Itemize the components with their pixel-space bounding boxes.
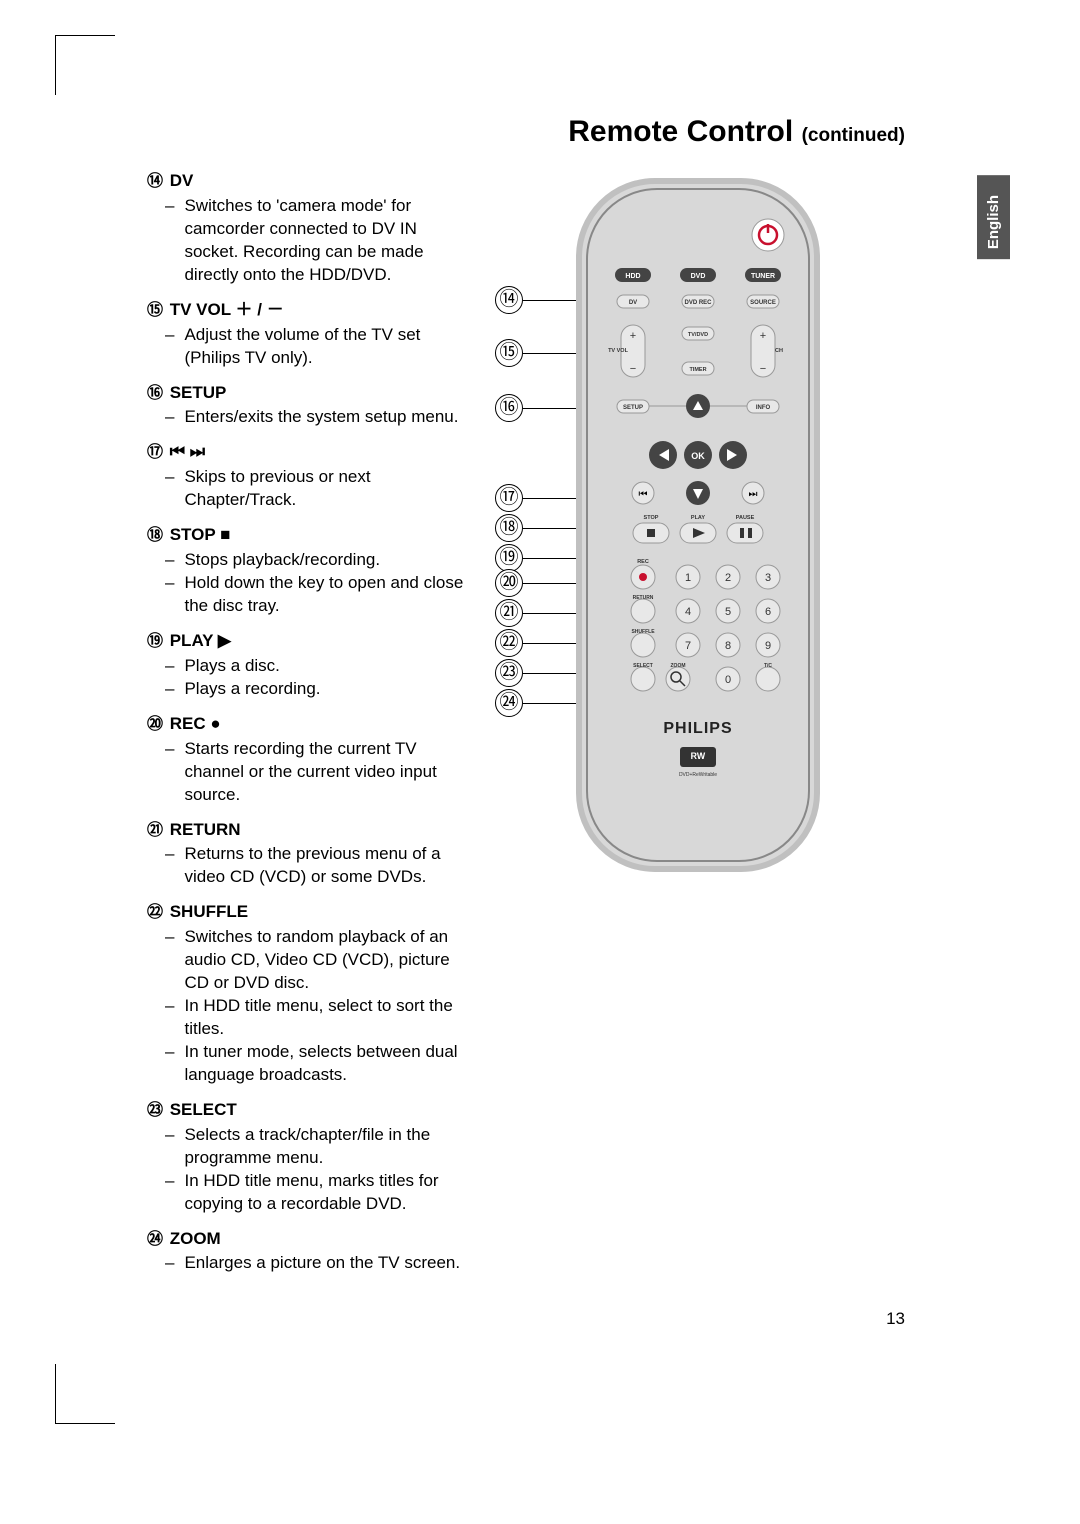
page-title: Remote Control (continued) (568, 115, 905, 149)
svg-text:TV/DVD: TV/DVD (688, 332, 708, 338)
svg-text:REC: REC (637, 559, 649, 565)
svg-text:OK: OK (691, 451, 705, 461)
svg-text:4: 4 (685, 606, 691, 618)
svg-text:INFO: INFO (756, 405, 771, 411)
item-line: Plays a disc. (165, 655, 465, 678)
svg-text:2: 2 (725, 572, 731, 584)
svg-text:PHILIPS: PHILIPS (663, 720, 732, 737)
item-line: Switches to random playback of an audio … (165, 926, 465, 995)
item-line: Adjust the volume of the TV set (Philips… (165, 324, 465, 370)
item-line: Switches to 'camera mode' for camcorder … (165, 195, 465, 287)
language-tab: English (977, 175, 1010, 259)
svg-text:TV VOL: TV VOL (608, 348, 629, 354)
svg-text:⏮: ⏮ (639, 489, 648, 500)
item: ㉑ RETURNReturns to the previous menu of … (145, 819, 465, 890)
svg-text:CH: CH (775, 348, 783, 354)
item: ⑳ REC ●Starts recording the current TV c… (145, 713, 465, 807)
item: ⑰ ⏮ ⏭Skips to previous or next Chapter/T… (145, 441, 465, 512)
svg-text:6: 6 (765, 606, 771, 618)
svg-text:9: 9 (765, 640, 771, 652)
svg-text:TIMER: TIMER (689, 367, 706, 373)
item-line: In tuner mode, selects between dual lang… (165, 1041, 465, 1087)
svg-text:STOP: STOP (644, 515, 659, 521)
svg-text:DVD+ReWritable: DVD+ReWritable (679, 772, 717, 778)
callout-number: ⑰ (495, 484, 523, 512)
callout-number: ⑲ (495, 544, 523, 572)
item-line: Plays a recording. (165, 678, 465, 701)
svg-text:SHUFFLE: SHUFFLE (631, 629, 655, 635)
callout-number: ⑭ (495, 286, 523, 314)
svg-text:+: + (630, 330, 636, 342)
item-line: Starts recording the current TV channel … (165, 738, 465, 807)
item: ㉔ ZOOMEnlarges a picture on the TV scree… (145, 1228, 465, 1276)
callout-number: ⑳ (495, 569, 523, 597)
svg-text:DV: DV (629, 300, 637, 306)
svg-text:−: − (630, 363, 636, 375)
item: ㉓ SELECTSelects a track/chapter/file in … (145, 1099, 465, 1216)
remote-diagram: ⑭ ⑮ ⑯ ⑰⑱⑲⑳㉑㉒㉓㉔ HDD DVD TUNER DV DVD REC SOU… (495, 175, 825, 875)
item-line: Enlarges a picture on the TV screen. (165, 1252, 465, 1275)
svg-text:T/C: T/C (764, 663, 772, 669)
svg-text:SETUP: SETUP (623, 405, 643, 411)
svg-text:SELECT: SELECT (633, 663, 653, 669)
item: ㉒ SHUFFLESwitches to random playback of … (145, 901, 465, 1087)
item: ⑮ TV VOL ＋ / －Adjust the volume of the T… (145, 299, 465, 370)
svg-text:+: + (760, 330, 766, 342)
item-line: Skips to previous or next Chapter/Track. (165, 466, 465, 512)
page-number: 13 (886, 1309, 905, 1329)
svg-text:SOURCE: SOURCE (750, 300, 776, 306)
callout-number: ⑮ (495, 339, 523, 367)
svg-text:8: 8 (725, 640, 731, 652)
svg-text:7: 7 (685, 640, 691, 652)
callout-number: ㉓ (495, 659, 523, 687)
svg-text:5: 5 (725, 606, 731, 618)
item-line: Returns to the previous menu of a video … (165, 843, 465, 889)
item: ⑱ STOP ■Stops playback/recording.Hold do… (145, 524, 465, 618)
callout-number: ㉑ (495, 599, 523, 627)
svg-text:0: 0 (725, 674, 731, 686)
item-line: Enters/exits the system setup menu. (165, 406, 465, 429)
svg-text:ZOOM: ZOOM (671, 663, 686, 669)
svg-text:PAUSE: PAUSE (736, 515, 755, 521)
item-line: In HDD title menu, select to sort the ti… (165, 995, 465, 1041)
svg-text:3: 3 (765, 572, 771, 584)
svg-text:PLAY: PLAY (691, 515, 705, 521)
item-line: Selects a track/chapter/file in the prog… (165, 1124, 465, 1170)
svg-text:−: − (760, 363, 766, 375)
item-line: In HDD title menu, marks titles for copy… (165, 1170, 465, 1216)
svg-text:⏭: ⏭ (749, 489, 758, 500)
svg-text:1: 1 (685, 572, 691, 584)
svg-text:DVD REC: DVD REC (684, 300, 712, 306)
item-line: Stops playback/recording. (165, 549, 465, 572)
callout-number: ㉔ (495, 689, 523, 717)
item: ⑲ PLAY ▶Plays a disc.Plays a recording. (145, 630, 465, 701)
callout-number: ㉒ (495, 629, 523, 657)
svg-text:TUNER: TUNER (751, 273, 775, 280)
callout-number: ⑯ (495, 394, 523, 422)
callout-number: ⑱ (495, 514, 523, 542)
item: ⑯ SETUPEnters/exits the system setup men… (145, 382, 465, 430)
item: ⑭ DVSwitches to 'camera mode' for camcor… (145, 170, 465, 287)
svg-text:RETURN: RETURN (633, 595, 654, 601)
item-line: Hold down the key to open and close the … (165, 572, 465, 618)
svg-text:DVD: DVD (691, 273, 706, 280)
svg-text:HDD: HDD (625, 273, 640, 280)
description-list: ⑭ DVSwitches to 'camera mode' for camcor… (145, 170, 465, 1287)
svg-text:ᴿᵂ: ᴿᵂ (691, 750, 706, 765)
